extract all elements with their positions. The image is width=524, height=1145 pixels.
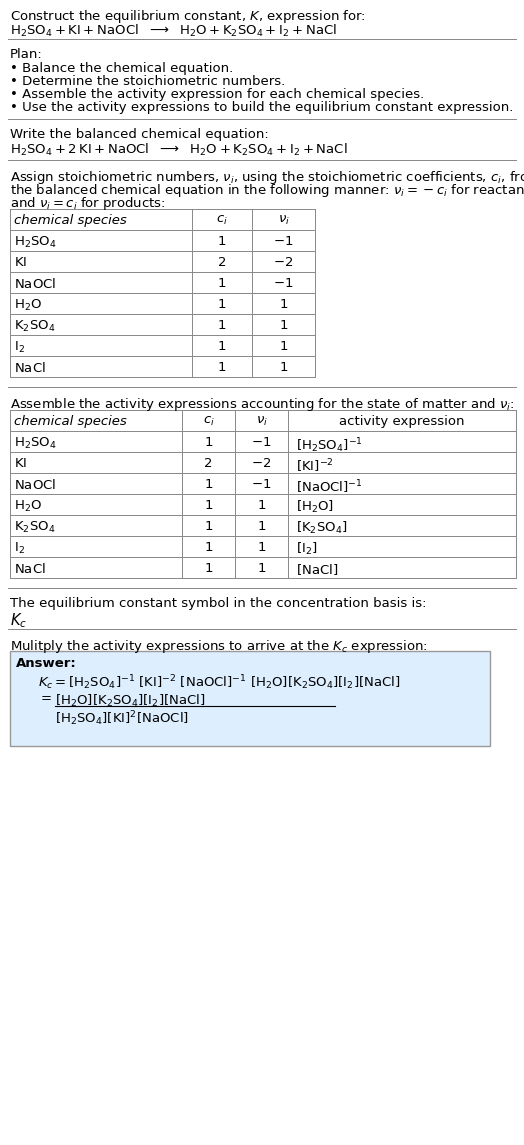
Text: $\mathregular{H_2SO_4}$: $\mathregular{H_2SO_4}$ <box>14 436 57 451</box>
Text: $K_c$: $K_c$ <box>10 611 27 630</box>
Text: $K_c = [\mathrm{H_2SO_4}]^{-1}$ $[\mathrm{KI}]^{-2}$ $[\mathrm{NaOCl}]^{-1}$ $[\: $K_c = [\mathrm{H_2SO_4}]^{-1}$ $[\mathr… <box>38 673 401 692</box>
Text: 1: 1 <box>218 340 226 353</box>
Text: 2: 2 <box>218 256 226 269</box>
Text: $c_i$: $c_i$ <box>216 214 228 227</box>
Text: Construct the equilibrium constant, $K$, expression for:: Construct the equilibrium constant, $K$,… <box>10 8 366 25</box>
Text: $\mathregular{KI}$: $\mathregular{KI}$ <box>14 256 27 269</box>
Text: the balanced chemical equation in the following manner: $\nu_i = -c_i$ for react: the balanced chemical equation in the fo… <box>10 182 524 199</box>
Text: 2: 2 <box>204 457 213 469</box>
Text: $[\mathregular{K_2SO_4}]$: $[\mathregular{K_2SO_4}]$ <box>296 520 347 536</box>
Text: and $\nu_i = c_i$ for products:: and $\nu_i = c_i$ for products: <box>10 195 166 212</box>
Text: $[\mathregular{NaCl}]$: $[\mathregular{NaCl}]$ <box>296 562 339 577</box>
Text: $[\mathrm{H_2O}][\mathrm{K_2SO_4}][\mathrm{I_2}][\mathrm{NaCl}]$: $[\mathrm{H_2O}][\mathrm{K_2SO_4}][\math… <box>55 693 205 709</box>
Text: $1$: $1$ <box>279 298 288 311</box>
Text: $-1$: $-1$ <box>274 235 293 248</box>
Text: $-1$: $-1$ <box>274 277 293 290</box>
Text: 1: 1 <box>204 562 213 575</box>
Text: $1$: $1$ <box>279 340 288 353</box>
Text: 1: 1 <box>218 235 226 248</box>
Text: Assemble the activity expressions accounting for the state of matter and $\nu_i$: Assemble the activity expressions accoun… <box>10 396 515 413</box>
Text: 1: 1 <box>204 477 213 491</box>
Text: $1$: $1$ <box>257 562 266 575</box>
Text: $[\mathregular{H_2SO_4}]^{-1}$: $[\mathregular{H_2SO_4}]^{-1}$ <box>296 436 363 455</box>
Text: $-2$: $-2$ <box>274 256 293 269</box>
Text: Plan:: Plan: <box>10 48 43 61</box>
Text: $[\mathregular{KI}]^{-2}$: $[\mathregular{KI}]^{-2}$ <box>296 457 334 474</box>
Text: $\mathregular{H_2O}$: $\mathregular{H_2O}$ <box>14 499 42 514</box>
FancyBboxPatch shape <box>10 652 490 747</box>
Text: $\nu_i$: $\nu_i$ <box>256 414 267 428</box>
Text: $1$: $1$ <box>257 499 266 512</box>
Text: $[\mathregular{H_2O}]$: $[\mathregular{H_2O}]$ <box>296 499 334 515</box>
Text: 1: 1 <box>218 361 226 374</box>
Text: $\mathrm{H_2SO_4 + 2\,KI + NaOCl}$  $\longrightarrow$  $\mathrm{H_2O + K_2SO_4 +: $\mathrm{H_2SO_4 + 2\,KI + NaOCl}$ $\lon… <box>10 142 347 158</box>
Text: $c_i$: $c_i$ <box>203 414 214 428</box>
Text: 1: 1 <box>204 499 213 512</box>
Text: $\mathregular{H_2O}$: $\mathregular{H_2O}$ <box>14 298 42 313</box>
Text: $\mathregular{KI}$: $\mathregular{KI}$ <box>14 457 27 469</box>
Text: • Determine the stoichiometric numbers.: • Determine the stoichiometric numbers. <box>10 76 285 88</box>
Text: 1: 1 <box>218 319 226 332</box>
Text: $\mathregular{NaOCl}$: $\mathregular{NaOCl}$ <box>14 277 56 291</box>
Text: Write the balanced chemical equation:: Write the balanced chemical equation: <box>10 128 269 141</box>
Text: chemical species: chemical species <box>14 414 127 428</box>
Text: • Balance the chemical equation.: • Balance the chemical equation. <box>10 62 233 76</box>
Text: $\mathregular{H_2SO_4}$: $\mathregular{H_2SO_4}$ <box>14 235 57 250</box>
Text: $1$: $1$ <box>279 319 288 332</box>
Text: • Assemble the activity expression for each chemical species.: • Assemble the activity expression for e… <box>10 88 424 101</box>
Text: chemical species: chemical species <box>14 214 127 227</box>
Text: $-2$: $-2$ <box>252 457 271 469</box>
Text: $-1$: $-1$ <box>252 436 271 449</box>
Text: 1: 1 <box>218 298 226 311</box>
Text: $\mathregular{I_2}$: $\mathregular{I_2}$ <box>14 340 25 355</box>
Text: 1: 1 <box>204 436 213 449</box>
Text: $\mathrm{H_2SO_4 + KI + NaOCl}$  $\longrightarrow$  $\mathrm{H_2O + K_2SO_4 + I_: $\mathrm{H_2SO_4 + KI + NaOCl}$ $\longri… <box>10 23 337 39</box>
Text: $\mathregular{K_2SO_4}$: $\mathregular{K_2SO_4}$ <box>14 520 56 535</box>
Text: $1$: $1$ <box>257 520 266 534</box>
Text: $\mathregular{NaCl}$: $\mathregular{NaCl}$ <box>14 361 46 376</box>
Text: $\mathregular{NaCl}$: $\mathregular{NaCl}$ <box>14 562 46 576</box>
Text: $[\mathregular{I_2}]$: $[\mathregular{I_2}]$ <box>296 540 318 558</box>
Text: $\mathregular{I_2}$: $\mathregular{I_2}$ <box>14 540 25 556</box>
Text: $[\mathregular{NaOCl}]^{-1}$: $[\mathregular{NaOCl}]^{-1}$ <box>296 477 363 496</box>
Text: The equilibrium constant symbol in the concentration basis is:: The equilibrium constant symbol in the c… <box>10 597 427 610</box>
Text: $=$: $=$ <box>38 690 52 703</box>
Text: $\nu_i$: $\nu_i$ <box>278 214 289 227</box>
Text: $-1$: $-1$ <box>252 477 271 491</box>
Text: Mulitply the activity expressions to arrive at the $K_c$ expression:: Mulitply the activity expressions to arr… <box>10 638 428 655</box>
Text: $1$: $1$ <box>279 361 288 374</box>
Text: activity expression: activity expression <box>339 414 465 428</box>
Text: $[\mathrm{H_2SO_4}][\mathrm{KI}]^2[\mathrm{NaOCl}]$: $[\mathrm{H_2SO_4}][\mathrm{KI}]^2[\math… <box>55 709 189 728</box>
Text: Assign stoichiometric numbers, $\nu_i$, using the stoichiometric coefficients, $: Assign stoichiometric numbers, $\nu_i$, … <box>10 169 524 185</box>
Text: $\mathregular{NaOCl}$: $\mathregular{NaOCl}$ <box>14 477 56 492</box>
Text: $\mathregular{K_2SO_4}$: $\mathregular{K_2SO_4}$ <box>14 319 56 334</box>
Text: Answer:: Answer: <box>16 657 77 670</box>
Text: • Use the activity expressions to build the equilibrium constant expression.: • Use the activity expressions to build … <box>10 101 514 114</box>
Text: $1$: $1$ <box>257 540 266 554</box>
Text: 1: 1 <box>204 540 213 554</box>
Text: 1: 1 <box>218 277 226 290</box>
Text: 1: 1 <box>204 520 213 534</box>
